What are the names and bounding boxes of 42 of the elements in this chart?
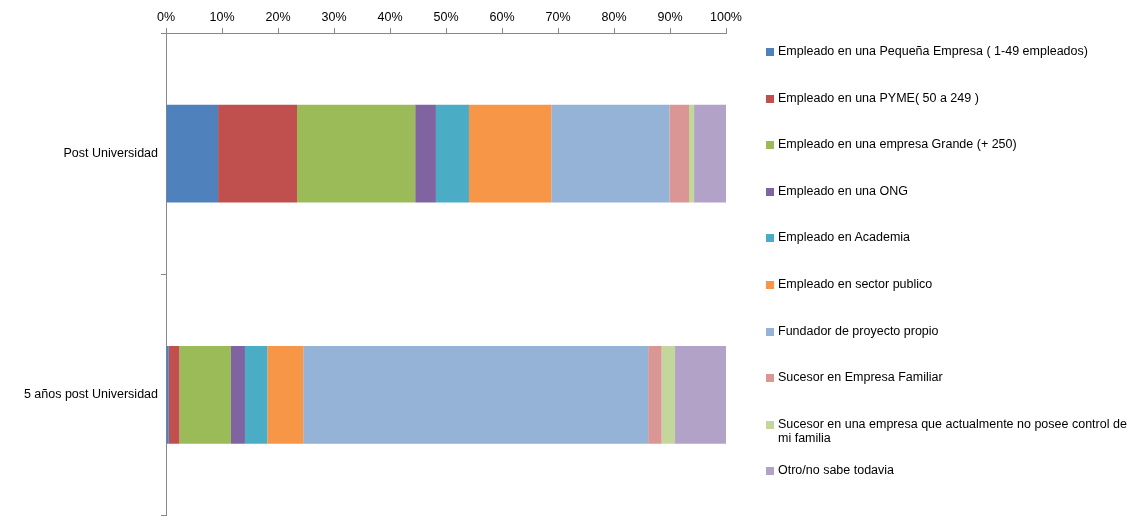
legend-label: Empleado en una empresa Grande (+ 250) xyxy=(778,137,1017,152)
bar xyxy=(267,346,304,444)
bar xyxy=(303,346,649,444)
bar xyxy=(415,104,436,203)
y-tick-label: 5 años post Universidad xyxy=(23,387,159,402)
x-tick-label: 60% xyxy=(489,10,515,24)
bar xyxy=(297,104,416,203)
bar xyxy=(648,346,662,444)
legend-label: Empleado en una ONG xyxy=(778,183,908,198)
x-tick-label: 30% xyxy=(321,10,347,24)
bar xyxy=(669,104,690,203)
legend-label: Empleado en sector publico xyxy=(778,276,933,291)
x-tick-label: 90% xyxy=(657,10,683,24)
y-tick-label: Post Universidad xyxy=(63,146,159,161)
legend-label: Fundador de proyecto propio xyxy=(778,323,939,338)
x-tick-label: 40% xyxy=(377,10,403,24)
bar xyxy=(689,104,695,203)
legend-label: Otro/no sabe todavia xyxy=(778,463,895,478)
bar xyxy=(435,104,469,203)
bar xyxy=(551,104,670,203)
bar xyxy=(244,346,268,444)
bar xyxy=(661,346,676,444)
legend-label: Empleado en una PYME( 50 a 249 ) xyxy=(778,90,979,105)
x-tick-label: 100% xyxy=(710,10,742,24)
x-tick-label: 20% xyxy=(265,10,291,24)
legend-label: Empleado en Academia xyxy=(778,230,911,245)
x-tick-label: 80% xyxy=(601,10,627,24)
x-tick-label: 70% xyxy=(545,10,571,24)
bar xyxy=(166,104,219,203)
bar xyxy=(230,346,245,444)
x-tick-label: 10% xyxy=(209,10,235,24)
legend-label: Sucesor en una empresa que actualmente no posee control de mi familia xyxy=(778,416,1128,445)
bar xyxy=(468,104,552,203)
bar xyxy=(218,104,298,203)
legend-label: Empleado en una Pequeña Empresa ( 1-49 empleados) xyxy=(778,44,1088,58)
bar xyxy=(179,346,231,444)
x-tick-label: 0% xyxy=(156,10,176,24)
bar xyxy=(694,104,726,203)
bar xyxy=(168,346,180,444)
legend-label: Sucesor en Empresa Familiar xyxy=(778,370,943,385)
x-tick-label: 50% xyxy=(433,10,459,24)
bar xyxy=(675,346,726,444)
